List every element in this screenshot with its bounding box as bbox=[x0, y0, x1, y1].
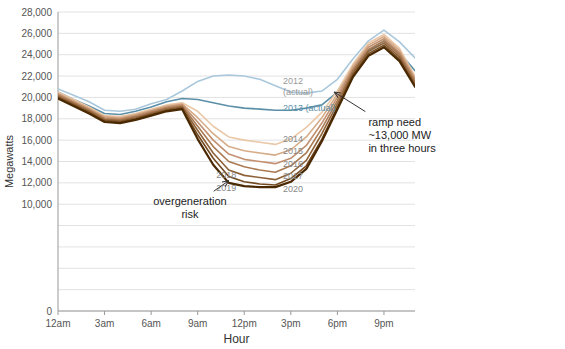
callout: overgenerationrisk bbox=[153, 181, 228, 221]
x-tick bbox=[197, 311, 198, 315]
grid-line bbox=[58, 12, 415, 13]
grid-line bbox=[58, 140, 415, 141]
grid-line bbox=[58, 204, 415, 205]
y-tick-label: 14,000 bbox=[21, 156, 52, 167]
x-axis-title: Hour bbox=[223, 332, 249, 346]
y-tick-label: 20,000 bbox=[21, 92, 52, 103]
series-annotation: 2020 bbox=[283, 184, 303, 194]
grid-line bbox=[58, 311, 415, 312]
y-tick-label: 26,000 bbox=[21, 28, 52, 39]
annotation-line: in three hours bbox=[368, 142, 436, 154]
series-line bbox=[58, 39, 415, 164]
grid-line bbox=[58, 225, 415, 226]
y-tick-label: 16,000 bbox=[21, 135, 52, 146]
series-annotation: 2015 bbox=[283, 146, 303, 156]
y-tick-label: 24,000 bbox=[21, 49, 52, 60]
annotation-text: 2012(actual) bbox=[283, 76, 313, 97]
x-tick-label: 6pm bbox=[328, 318, 347, 329]
y-axis: 0 10,000 12,000 14,000 16,000 18,000 20,000 22,… bbox=[21, 7, 58, 317]
grid-line bbox=[58, 97, 415, 98]
x-tick-label: 3am bbox=[95, 318, 114, 329]
annotation-text: 2018 bbox=[216, 170, 236, 180]
chart: 0 10,000 12,000 14,000 16,000 18,000 20,000 22,… bbox=[0, 0, 565, 349]
y-axis-title: Megawatts bbox=[3, 134, 15, 188]
y-axis-line bbox=[58, 12, 59, 311]
grid-line bbox=[58, 182, 415, 183]
x-tick-label: 9pm bbox=[374, 318, 393, 329]
x-tick-label: 12pm bbox=[232, 318, 257, 329]
annotation-text: 2016 bbox=[283, 159, 303, 169]
grid-line bbox=[58, 161, 415, 162]
x-tick-label: 6am bbox=[141, 318, 160, 329]
annotation-text: overgenerationrisk bbox=[153, 195, 226, 220]
annotation-line: 2015 bbox=[283, 146, 303, 156]
annotation-arrow bbox=[214, 181, 229, 191]
y-tick-label: 10,000 bbox=[21, 199, 52, 210]
series-annotation: 2013 (actual) bbox=[283, 103, 336, 113]
y-tick-label: 28,000 bbox=[21, 7, 52, 18]
y-tick-label: 18,000 bbox=[21, 113, 52, 124]
callout: ramp need~13,000 MWin three hours bbox=[334, 92, 436, 154]
x-axis: 12am 3am 6am 9am 12pm 3pm 6pm 9pm bbox=[45, 311, 415, 329]
lines bbox=[58, 30, 415, 187]
series-annotation: 2018 bbox=[216, 170, 236, 180]
x-tick bbox=[290, 311, 291, 315]
y-tick-label: 12,000 bbox=[21, 177, 52, 188]
annotation-line: overgeneration bbox=[153, 195, 226, 207]
annotations: 2012(actual) 2013 (actual) 2014 2015 2016 201… bbox=[153, 76, 436, 220]
grid-line bbox=[58, 33, 415, 34]
x-axis-line bbox=[58, 311, 415, 312]
series-annotation: 2014 bbox=[283, 134, 303, 144]
x-tick bbox=[151, 311, 152, 315]
annotation-line: 2014 bbox=[283, 134, 303, 144]
annotation-text: 2020 bbox=[283, 184, 303, 194]
series-line bbox=[58, 34, 415, 144]
annotation-text: 2017 bbox=[283, 171, 303, 181]
grid-line bbox=[58, 289, 415, 290]
annotation-line: (actual) bbox=[283, 87, 313, 97]
x-tick-label: 12am bbox=[45, 318, 70, 329]
x-tick-label: 3pm bbox=[281, 318, 300, 329]
x-tick bbox=[104, 311, 105, 315]
series-annotation: 2017 bbox=[283, 171, 303, 181]
annotation-text: 2014 bbox=[283, 134, 303, 144]
x-tick-label: 9am bbox=[188, 318, 207, 329]
y-tick-label: 0 bbox=[46, 306, 52, 317]
annotation-line: 2020 bbox=[283, 184, 303, 194]
annotation-text: ramp need~13,000 MWin three hours bbox=[368, 116, 436, 154]
annotation-text: 2015 bbox=[283, 146, 303, 156]
x-tick bbox=[383, 311, 384, 315]
annotation-arrow bbox=[334, 92, 365, 112]
x-tick bbox=[58, 311, 59, 315]
annotation-line: ~13,000 MW bbox=[368, 129, 431, 141]
grid-line bbox=[58, 246, 415, 247]
series-line bbox=[58, 30, 415, 111]
series-line bbox=[58, 47, 415, 187]
x-tick bbox=[244, 311, 245, 315]
x-tick bbox=[337, 311, 338, 315]
annotation-text: 2013 (actual) bbox=[283, 103, 336, 113]
annotation-line: ramp need bbox=[368, 116, 421, 128]
y-tick-label: 22,000 bbox=[21, 71, 52, 82]
series-annotation: 2012(actual) bbox=[283, 76, 313, 97]
grid bbox=[58, 12, 415, 311]
annotation-line: 2018 bbox=[216, 170, 236, 180]
series-annotation: 2016 bbox=[283, 159, 303, 169]
annotation-line: 2012 bbox=[283, 76, 303, 86]
series-line bbox=[58, 37, 415, 156]
annotation-line: risk bbox=[181, 208, 199, 220]
annotation-line: 2017 bbox=[283, 171, 303, 181]
annotation-line: 2016 bbox=[283, 159, 303, 169]
annotation-line: 2013 (actual) bbox=[283, 103, 336, 113]
grid-line bbox=[58, 268, 415, 269]
